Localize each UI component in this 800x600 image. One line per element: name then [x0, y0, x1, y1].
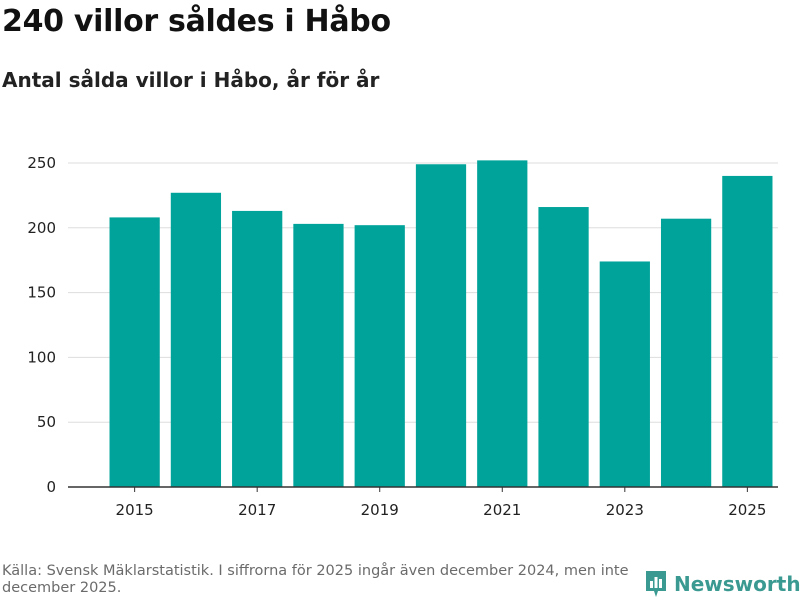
y-tick-label-250: 250 [27, 154, 56, 172]
y-tick-label-0: 0 [46, 478, 56, 496]
y-tick-label-150: 150 [27, 284, 56, 302]
bar-chart: 0 50 100 150 200 250 2015 2017 2019 2021 2023 2025 [27, 154, 778, 519]
x-tick-label-2021: 2021 [483, 501, 521, 519]
bar-2019 [354, 225, 405, 487]
x-tick-label-2019: 2019 [361, 501, 399, 519]
source-note: Källa: Svensk Mäklarstatistik. I siffror… [2, 563, 629, 596]
bar-2016 [170, 192, 222, 487]
bar-2023 [599, 261, 650, 487]
axes: 0 50 100 150 200 250 2015 2017 2019 2021 2023 2025 [27, 154, 778, 519]
x-tick-label-2025: 2025 [728, 501, 766, 519]
chart-subtitle: Antal sålda villor i Håbo, år för år [2, 68, 380, 92]
newsworthy-logo-icon [646, 571, 666, 597]
x-tick-label-2015: 2015 [116, 501, 154, 519]
y-tick-label-50: 50 [37, 413, 56, 431]
bar-2021 [477, 160, 528, 487]
x-tick-label-2017: 2017 [238, 501, 276, 519]
bar-2018 [293, 223, 344, 487]
bar-2022 [538, 207, 589, 487]
newsworthy-logo-text: Newsworthy [674, 572, 800, 596]
y-tick-label-100: 100 [27, 348, 56, 366]
newsworthy-logo: Newsworthy [644, 568, 800, 600]
y-tick-label-200: 200 [27, 219, 56, 237]
bar-2025 [722, 175, 773, 487]
x-tick-label-2023: 2023 [606, 501, 644, 519]
chart-title: 240 villor såldes i Håbo [2, 4, 391, 39]
bar-2015 [109, 217, 160, 487]
bar-2017 [232, 210, 283, 487]
bar-2020 [415, 164, 467, 487]
bar-2024 [660, 218, 712, 487]
bars [109, 160, 773, 487]
